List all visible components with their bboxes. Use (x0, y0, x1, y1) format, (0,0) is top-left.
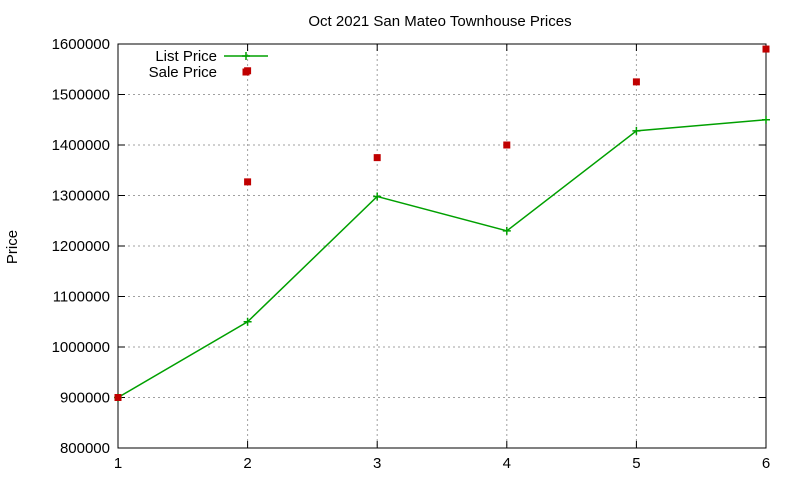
legend-label: Sale Price (149, 64, 217, 81)
x-tick-label: 6 (762, 455, 770, 472)
y-tick-label: 800000 (60, 440, 110, 457)
data-point (373, 154, 381, 162)
x-tick-label: 2 (243, 455, 251, 472)
data-point (114, 394, 122, 401)
data-point (373, 192, 382, 201)
data-point (632, 126, 641, 135)
series-sale-price (114, 45, 770, 401)
x-tick-label: 4 (503, 455, 511, 472)
x-tick-label: 5 (632, 455, 640, 472)
data-point (632, 78, 640, 86)
data-point (244, 178, 252, 186)
data-point (502, 226, 511, 235)
chart-title: Oct 2021 San Mateo Townhouse Prices (308, 13, 571, 30)
y-tick-label: 1600000 (52, 36, 110, 53)
x-tick-label: 3 (373, 455, 381, 472)
y-tick-label: 1300000 (52, 188, 110, 205)
y-tick-label: 1400000 (52, 137, 110, 154)
data-point (503, 141, 511, 149)
series-layer (114, 45, 770, 402)
plot-frame (117, 43, 767, 449)
axis-ticks: 800000 900000 1000000 1100000 1200000 1300000… (52, 36, 771, 472)
legend-marker (242, 68, 250, 76)
y-tick-label: 1500000 (52, 87, 110, 104)
data-point (243, 317, 252, 326)
y-tick-label: 1000000 (52, 339, 110, 356)
series-list-price (114, 115, 770, 402)
x-tick-label: 1 (114, 455, 122, 472)
y-tick-label: 1200000 (52, 238, 110, 255)
legend-marker (242, 52, 250, 60)
y-tick-label: 1100000 (53, 289, 110, 306)
y-axis-label: Price (4, 230, 21, 264)
data-point (762, 45, 770, 53)
data-point (762, 115, 770, 124)
y-tick-label: 900000 (60, 390, 110, 407)
grid (118, 44, 766, 448)
legend-label: List Price (155, 48, 217, 65)
series-line (117, 119, 767, 399)
